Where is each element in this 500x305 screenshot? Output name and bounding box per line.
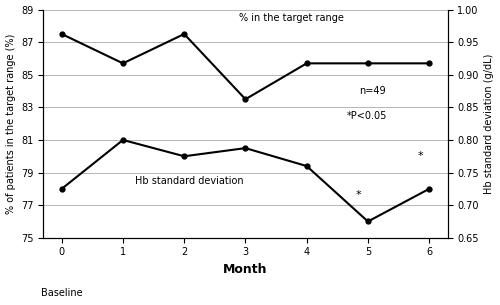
Y-axis label: Hb standard deviation (g/dL): Hb standard deviation (g/dL)	[484, 53, 494, 194]
Text: n=49: n=49	[358, 86, 386, 96]
Y-axis label: % of patients in the target range (%): % of patients in the target range (%)	[6, 34, 16, 214]
Text: Baseline: Baseline	[41, 288, 82, 298]
X-axis label: Month: Month	[223, 263, 268, 276]
Text: % in the target range: % in the target range	[240, 13, 344, 23]
Text: Hb standard deviation: Hb standard deviation	[135, 176, 244, 186]
Text: *: *	[356, 190, 362, 200]
Text: *P<0.05: *P<0.05	[346, 110, 387, 120]
Text: *: *	[417, 152, 423, 161]
